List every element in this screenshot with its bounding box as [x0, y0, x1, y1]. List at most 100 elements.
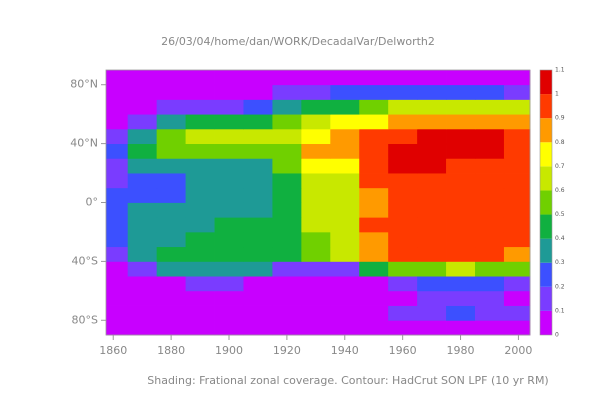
cell — [359, 261, 389, 277]
chart-title: 26/03/04/home/dan/WORK/DecadalVar/Delwor… — [161, 35, 435, 48]
cell — [243, 114, 273, 130]
cell — [417, 290, 447, 306]
cell — [301, 305, 331, 321]
cell — [185, 305, 215, 321]
cell — [359, 320, 389, 336]
cell — [503, 173, 531, 189]
cell — [446, 84, 476, 100]
y-tick-label: 40°N — [70, 137, 98, 150]
cell — [446, 114, 476, 130]
cell — [272, 231, 302, 248]
cell — [417, 305, 447, 321]
cell — [156, 276, 186, 292]
cell — [446, 158, 476, 174]
cell — [388, 128, 418, 145]
cell — [359, 84, 389, 100]
cell — [446, 173, 476, 189]
colorbar-label: 0.1 — [555, 307, 565, 314]
cell — [475, 114, 505, 130]
cell — [417, 217, 447, 233]
cell — [330, 217, 360, 233]
cell — [388, 217, 418, 233]
cell — [272, 202, 302, 218]
cell — [106, 114, 129, 130]
cell — [272, 261, 302, 277]
cell — [243, 217, 273, 233]
cell — [446, 246, 476, 262]
cell — [301, 128, 331, 145]
cell — [214, 217, 244, 233]
cell — [446, 143, 476, 159]
cell — [359, 290, 389, 306]
cell — [503, 290, 531, 306]
cell — [127, 261, 158, 277]
cell — [185, 290, 215, 306]
cell — [475, 290, 505, 306]
cell — [106, 70, 129, 86]
cell — [301, 158, 331, 174]
cell — [127, 290, 158, 306]
cell — [330, 261, 360, 277]
cell — [330, 290, 360, 306]
cell — [330, 202, 360, 218]
cell — [185, 320, 215, 336]
cell — [446, 217, 476, 233]
cell — [388, 158, 418, 174]
colorbar-frame — [539, 69, 553, 336]
cell — [185, 202, 215, 218]
cell — [417, 202, 447, 218]
cell — [272, 70, 302, 86]
cell — [359, 99, 389, 115]
cell — [301, 84, 331, 100]
colorbar-label: 0.7 — [555, 163, 565, 170]
cell — [156, 143, 186, 159]
cell — [446, 99, 476, 115]
cell — [475, 261, 505, 277]
cell — [156, 231, 186, 248]
x-tick-label: 1860 — [99, 344, 127, 357]
cell — [127, 187, 158, 203]
cell — [301, 173, 331, 189]
cell — [127, 217, 158, 233]
cell — [388, 187, 418, 203]
cell — [475, 217, 505, 233]
cell — [417, 114, 447, 130]
cell — [127, 246, 158, 262]
cell — [301, 261, 331, 277]
cell — [272, 276, 302, 292]
cell — [388, 305, 418, 321]
cell — [330, 84, 360, 100]
cell — [330, 99, 360, 115]
cell — [301, 217, 331, 233]
cell — [446, 261, 476, 277]
cell — [446, 231, 476, 248]
cell — [330, 114, 360, 130]
cell — [272, 114, 302, 130]
cell — [330, 246, 360, 262]
colorbar-swatch — [540, 118, 552, 143]
cell — [359, 187, 389, 203]
cell — [185, 158, 215, 174]
x-tick-label: 1920 — [273, 344, 301, 357]
cell — [301, 143, 331, 159]
cell — [417, 158, 447, 174]
cell — [185, 99, 215, 115]
y-tick-label: 40°S — [72, 254, 98, 267]
cell — [156, 173, 186, 189]
cell — [185, 128, 215, 145]
cell — [301, 70, 331, 86]
cell — [185, 261, 215, 277]
cell — [388, 173, 418, 189]
colorbar-swatch — [540, 214, 552, 239]
colorbar-swatch — [540, 190, 552, 215]
cell — [475, 128, 505, 145]
cell — [330, 231, 360, 248]
cell — [127, 276, 158, 292]
cell — [503, 202, 531, 218]
x-tick-label: 2000 — [504, 344, 532, 357]
cell — [446, 70, 476, 86]
cell — [359, 202, 389, 218]
cell — [156, 84, 186, 100]
cell — [214, 99, 244, 115]
colorbar-label: 0.5 — [555, 211, 565, 218]
